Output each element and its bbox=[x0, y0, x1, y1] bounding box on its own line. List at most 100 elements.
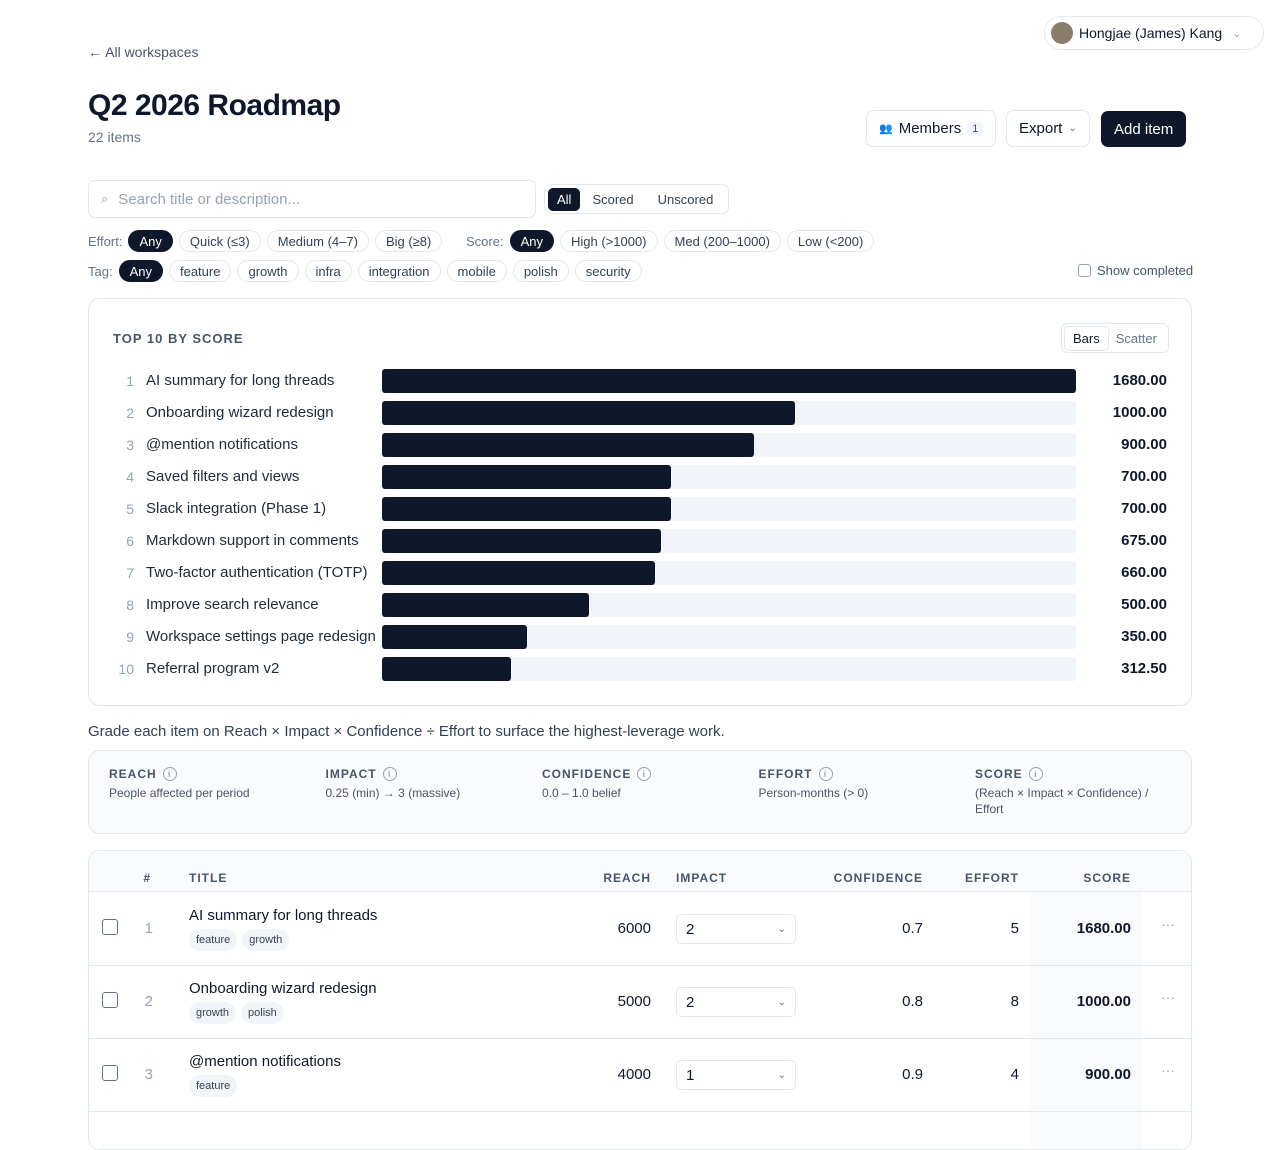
bar bbox=[382, 497, 672, 521]
info-icon[interactable]: i bbox=[382, 767, 397, 781]
bar bbox=[382, 593, 589, 617]
impact-select[interactable]: 2 ⌄ bbox=[676, 914, 796, 944]
add-button[interactable]: Add item bbox=[1101, 111, 1187, 147]
row-menu[interactable]: ··· bbox=[1161, 916, 1175, 932]
definition: SCORE i (Reach × Impact × Confidence) / Ef… bbox=[975, 767, 1175, 817]
item-title[interactable]: @mention notifications bbox=[189, 1053, 341, 1070]
members-button[interactable]: 👥 Members 1 bbox=[866, 110, 997, 147]
impact-value: 2 bbox=[686, 920, 695, 938]
item-title[interactable]: AI summary for long threads bbox=[189, 907, 378, 924]
filter-chip[interactable]: mobile bbox=[446, 260, 507, 282]
definition: EFFORT i Person-months (> 0) bbox=[759, 767, 959, 801]
search-box[interactable]: ⌕ Search title or description... bbox=[88, 180, 536, 218]
chevron: ⌄ bbox=[777, 923, 786, 935]
filter-chip[interactable]: polish bbox=[512, 260, 569, 282]
rank: 8 bbox=[126, 597, 134, 613]
filter-chip[interactable]: Quick (≤3) bbox=[178, 230, 261, 252]
score-column-bg bbox=[1031, 851, 1142, 1149]
info-icon[interactable]: i bbox=[162, 767, 177, 781]
filter-chip[interactable]: growth bbox=[237, 260, 299, 282]
definition-desc: 0.25 (min) → 3 (massive) bbox=[325, 786, 461, 800]
impact-select[interactable]: 1 ⌄ bbox=[676, 1060, 796, 1090]
impact-select[interactable]: 2 ⌄ bbox=[676, 987, 796, 1017]
definition-desc: People affected per period bbox=[109, 786, 250, 800]
bar-value: 700.00 bbox=[1121, 468, 1167, 485]
status-tab[interactable]: All bbox=[548, 187, 581, 211]
bar-value: 675.00 bbox=[1121, 532, 1167, 549]
bar-label: Referral program v2 bbox=[146, 660, 280, 677]
cell-rank: 2 bbox=[144, 993, 153, 1010]
tags: growth polish bbox=[189, 1002, 289, 1024]
filter-chip[interactable]: Any bbox=[128, 230, 173, 252]
note: Grade each item on Reach × Impact × Conf… bbox=[88, 723, 725, 740]
filter-label: Tag: bbox=[88, 263, 113, 279]
impact-value: 1 bbox=[686, 1066, 695, 1084]
info-icon[interactable]: i bbox=[637, 767, 652, 781]
cell-score: 1000.00 bbox=[1076, 993, 1131, 1010]
row-menu[interactable]: ··· bbox=[1161, 989, 1175, 1005]
chevron: ⌄ bbox=[777, 1069, 786, 1081]
rank: 10 bbox=[118, 661, 134, 677]
checkbox[interactable] bbox=[1078, 264, 1091, 277]
back-link[interactable]: ← All workspaces bbox=[88, 44, 199, 60]
tags: feature growth bbox=[189, 929, 294, 951]
back-text: All workspaces bbox=[105, 44, 199, 60]
tag: polish bbox=[241, 1002, 284, 1024]
row-checkbox[interactable] bbox=[102, 919, 118, 935]
column-header: CONFIDENCE bbox=[833, 871, 923, 885]
row-checkbox[interactable] bbox=[102, 992, 118, 1008]
filter-chip[interactable]: Any bbox=[509, 230, 554, 252]
definition-name: CONFIDENCE bbox=[542, 767, 632, 781]
table: # TITLE REACH IMPACT CONFIDENCE EFFORT SCORE 1 6… bbox=[88, 850, 1192, 1150]
definition-desc: 0.0 – 1.0 belief bbox=[542, 786, 621, 800]
filter-chip[interactable]: High (>1000) bbox=[559, 230, 658, 252]
bar-value: 900.00 bbox=[1121, 436, 1167, 453]
item-title[interactable]: Onboarding wizard redesign bbox=[189, 980, 377, 997]
filter-chip[interactable]: Medium (4–7) bbox=[266, 230, 369, 252]
bar-label: Slack integration (Phase 1) bbox=[146, 500, 327, 517]
tag: feature bbox=[189, 1075, 238, 1097]
row-divider bbox=[89, 1111, 1191, 1112]
user-menu[interactable]: Hongjae (James) Kang ⌄ bbox=[1044, 16, 1264, 50]
bar-label: Onboarding wizard redesign bbox=[146, 404, 334, 421]
definition-name-row: EFFORT i bbox=[759, 767, 959, 781]
row-menu[interactable]: ··· bbox=[1161, 1062, 1175, 1078]
row-divider bbox=[89, 1038, 1191, 1039]
filter-chip[interactable]: feature bbox=[168, 260, 232, 282]
chart-title: TOP 10 BY SCORE bbox=[113, 331, 244, 346]
cell-reach: 4000 bbox=[617, 1066, 651, 1083]
column-header: TITLE bbox=[189, 871, 228, 885]
info-icon[interactable]: i bbox=[818, 767, 833, 781]
rank: 3 bbox=[126, 437, 134, 453]
status-tab[interactable]: Unscored bbox=[657, 191, 714, 207]
filter-chip[interactable]: integration bbox=[357, 260, 441, 282]
filter-chip[interactable]: Big (≥8) bbox=[374, 230, 443, 252]
view-option[interactable]: Bars bbox=[1065, 326, 1108, 350]
chevron: ⌄ bbox=[777, 996, 786, 1008]
filter-chip[interactable]: Med (200–1000) bbox=[663, 230, 781, 252]
tags: feature bbox=[189, 1075, 242, 1097]
definition-name-row: CONFIDENCE i bbox=[542, 767, 742, 781]
show-completed[interactable]: Show completed bbox=[1078, 263, 1193, 278]
bar-label: @mention notifications bbox=[146, 436, 298, 453]
page: Hongjae (James) Kang ⌄ ← All workspaces … bbox=[88, 16, 1264, 1150]
view-option[interactable]: Scatter bbox=[1115, 330, 1157, 346]
bar-value: 1000.00 bbox=[1112, 404, 1167, 421]
filter-chip[interactable]: Any bbox=[118, 260, 163, 282]
row-checkbox[interactable] bbox=[102, 1065, 118, 1081]
filter-chip[interactable]: Low (<200) bbox=[786, 230, 875, 252]
definition-name-row: IMPACT i bbox=[326, 767, 526, 781]
export-button[interactable]: Export ⌄ bbox=[1006, 110, 1090, 147]
definition-name-row: SCORE i bbox=[975, 767, 1175, 781]
show-completed-label: Show completed bbox=[1097, 263, 1194, 278]
filter-chip[interactable]: security bbox=[574, 260, 642, 282]
status-tab[interactable]: Scored bbox=[592, 191, 634, 207]
tag-filter: Tag: Any feature growth infra integration mobi… bbox=[88, 260, 648, 282]
avatar bbox=[1051, 22, 1073, 44]
table-header bbox=[89, 851, 1191, 892]
filter-chip[interactable]: infra bbox=[304, 260, 352, 282]
members-icon: 👥 bbox=[879, 123, 893, 135]
bar bbox=[382, 561, 655, 585]
info-icon[interactable]: i bbox=[1028, 767, 1043, 781]
cell-confidence: 0.8 bbox=[902, 993, 923, 1010]
